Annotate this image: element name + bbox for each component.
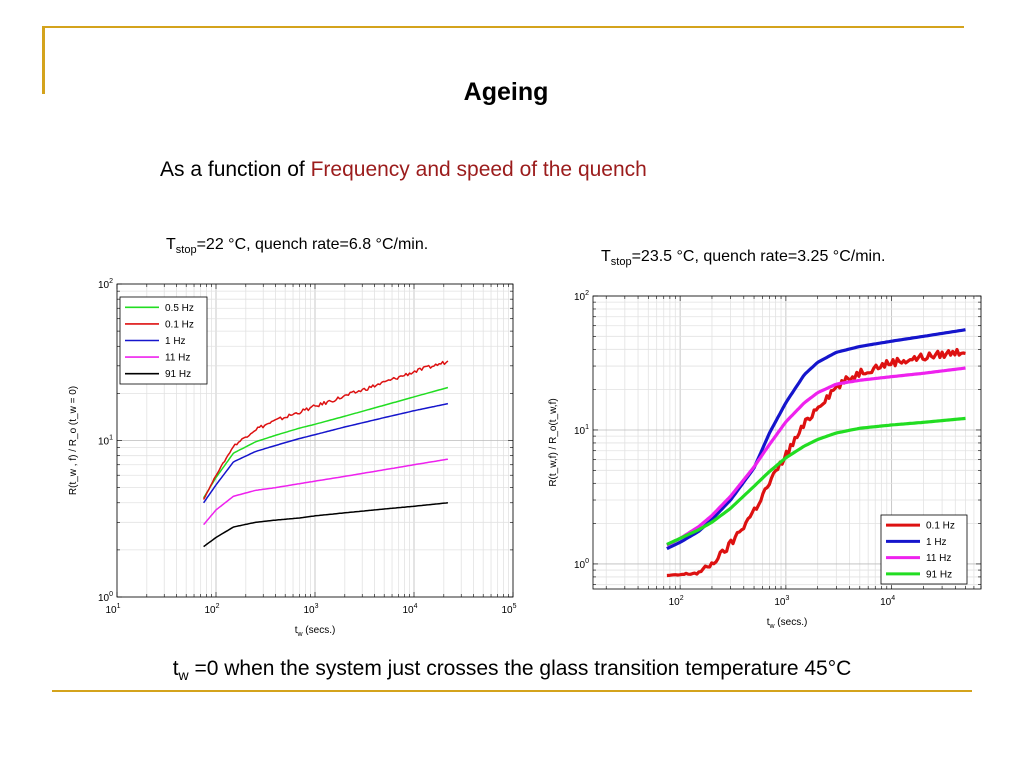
chart-1-x-label: tw (secs.) (295, 625, 336, 638)
chart-2-x-label: tw (secs.) (767, 617, 808, 630)
bottom-note-sub: w (178, 667, 189, 683)
chart-2-legend: 0.1 Hz 1 Hz 11 Hz 91 Hz (880, 514, 968, 585)
legend-label: 0.5 Hz (165, 303, 194, 314)
chart-1-caption-sub: stop (175, 244, 197, 256)
chart-1-legend: 0.5 Hz 0.1 Hz 1 Hz 11 Hz 91 Hz (119, 296, 208, 385)
series-line-1-hz (202, 402, 449, 504)
slide-subtitle: As a function of Frequency and speed of … (160, 158, 647, 182)
series-line-11-hz (203, 458, 448, 526)
chart-2-series (666, 328, 966, 578)
series-line-91-hz (666, 416, 966, 546)
x-tick-label: 104 (402, 603, 417, 616)
frame-bottom-line (52, 690, 972, 692)
bottom-note: tw =0 when the system just crosses the g… (0, 657, 1024, 683)
y-tick-label: 102 (574, 290, 589, 303)
y-tick-label: 102 (98, 278, 113, 291)
chart-1-series (202, 360, 449, 548)
y-tick-label: 101 (574, 424, 589, 437)
series-line-0-1-hz (666, 347, 966, 578)
chart-2-caption-t: T (601, 248, 611, 265)
chart-2-grid (593, 295, 982, 589)
slide-title: Ageing (463, 78, 549, 106)
x-tick-label: 102 (669, 595, 684, 608)
frame-left-line (42, 26, 45, 94)
chart-1-axes-frame (116, 283, 514, 598)
legend-label: 91 Hz (165, 369, 191, 380)
legend-label: 11 Hz (165, 353, 190, 364)
subtitle-highlight: Frequency and speed of the quench (310, 158, 647, 181)
series-line-91-hz (203, 502, 448, 548)
legend-label: 1 Hz (926, 537, 947, 548)
series-line-1-hz (666, 328, 966, 551)
legend-label: 0.1 Hz (926, 521, 955, 532)
y-tick-label: 100 (98, 591, 113, 604)
subtitle-prefix: As a function of (160, 158, 311, 181)
x-tick-label: 103 (774, 595, 789, 608)
chart-1-caption-t: T (166, 236, 176, 253)
legend-label: 91 Hz (926, 569, 952, 580)
chart-1-caption-rest: =22 °C, quench rate=6.8 °C/min. (196, 236, 429, 253)
frame-top-line (42, 26, 964, 28)
legend-label: 11 Hz (926, 553, 951, 564)
chart-2-caption-sub: stop (610, 256, 632, 268)
legend-label: 1 Hz (165, 336, 186, 347)
bottom-note-t: t (172, 657, 179, 680)
series-line-0-1-hz (202, 360, 449, 500)
chart-1-caption: Tstop=22 °C, quench rate=6.8 °C/min. (166, 236, 428, 256)
chart-1-y-label: R(t_w , f) / R_o (t_w = 0) (68, 386, 79, 495)
x-tick-label: 101 (105, 603, 120, 616)
chart-2: 102 103 104 100 101 102 tw (secs.) R(t_w,f) / R… (548, 290, 982, 630)
x-tick-label: 102 (204, 603, 219, 616)
chart-2-caption-rest: =23.5 °C, quench rate=3.25 °C/min. (631, 248, 886, 265)
chart-2-axes-frame (592, 295, 982, 590)
chart-2-caption: Tstop=23.5 °C, quench rate=3.25 °C/min. (601, 248, 885, 268)
series-line-0-5-hz (202, 386, 449, 499)
legend-label: 0.1 Hz (165, 319, 194, 330)
x-tick-label: 105 (501, 603, 516, 616)
x-tick-label: 103 (303, 603, 318, 616)
chart-2-y-label: R(t_w,f) / R_o(t_w,f) (548, 398, 559, 486)
y-tick-label: 101 (98, 435, 113, 448)
series-line-11-hz (666, 366, 966, 547)
x-tick-label: 104 (880, 595, 895, 608)
y-tick-label: 100 (574, 558, 589, 571)
bottom-note-rest: =0 when the system just crosses the glas… (188, 657, 852, 680)
